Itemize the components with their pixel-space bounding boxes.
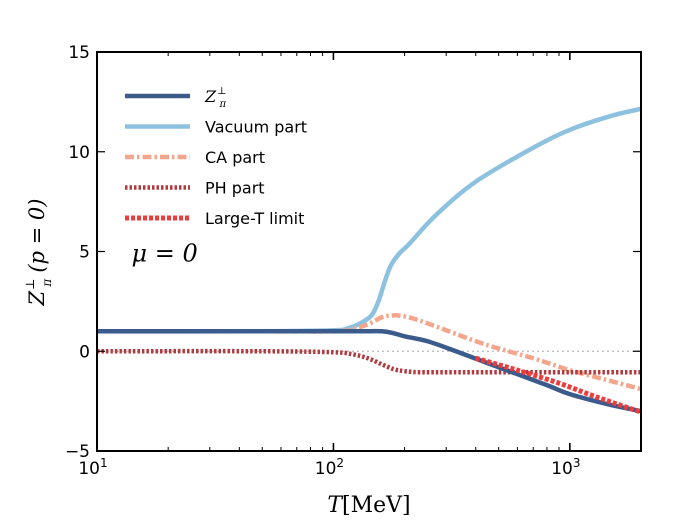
y-axis-label-sup: ⊥ bbox=[23, 279, 37, 290]
legend-label: Large-T limit bbox=[205, 209, 304, 228]
ticks-group bbox=[96, 51, 642, 452]
svg-text:Z⊥π(p = 0): Z⊥ π (p = 0) bbox=[23, 199, 54, 307]
y-axis-label-sub: π bbox=[40, 278, 54, 288]
series-line-vacuum-part bbox=[97, 106, 641, 334]
y-tick-labels: 15 10 5 0 −5 bbox=[65, 43, 90, 462]
legend-label: CA part bbox=[205, 148, 265, 167]
y-tick-label: 10 bbox=[68, 143, 90, 163]
x-axis-label-unit: [MeV] bbox=[342, 493, 411, 518]
annotation-mu-zero: μ = 0 bbox=[132, 239, 198, 267]
y-tick-label: 0 bbox=[79, 342, 90, 362]
series-line-ph-part bbox=[97, 348, 641, 375]
x-axis-label: T[MeV] bbox=[327, 493, 410, 518]
series-line-z bbox=[97, 328, 641, 414]
y-tick-label: −5 bbox=[65, 442, 90, 462]
x-tick-label: 103 bbox=[551, 456, 580, 479]
y-axis-label: Z⊥ π (p = 0) bbox=[23, 199, 54, 307]
x-tick-labels: 101 102 103 bbox=[78, 456, 580, 479]
series-line-large-t-limit bbox=[475, 355, 641, 415]
legend-label: Z⊥ π bbox=[204, 86, 227, 110]
y-axis-label-var: Z bbox=[25, 290, 49, 306]
legend: Z⊥ π Vacuum part CA part PH part Large-T limi… bbox=[125, 86, 307, 228]
series-group bbox=[97, 106, 641, 415]
x-tick-label: 101 bbox=[78, 456, 107, 479]
x-axis-label-var: T bbox=[327, 493, 344, 518]
y-tick-label: 5 bbox=[79, 243, 90, 263]
legend-label: Vacuum part bbox=[205, 118, 307, 137]
y-axis-label-arg: (p = 0) bbox=[25, 199, 49, 273]
x-tick-label: 102 bbox=[315, 456, 344, 479]
y-tick-label: 15 bbox=[68, 43, 90, 63]
legend-label: PH part bbox=[205, 179, 265, 198]
